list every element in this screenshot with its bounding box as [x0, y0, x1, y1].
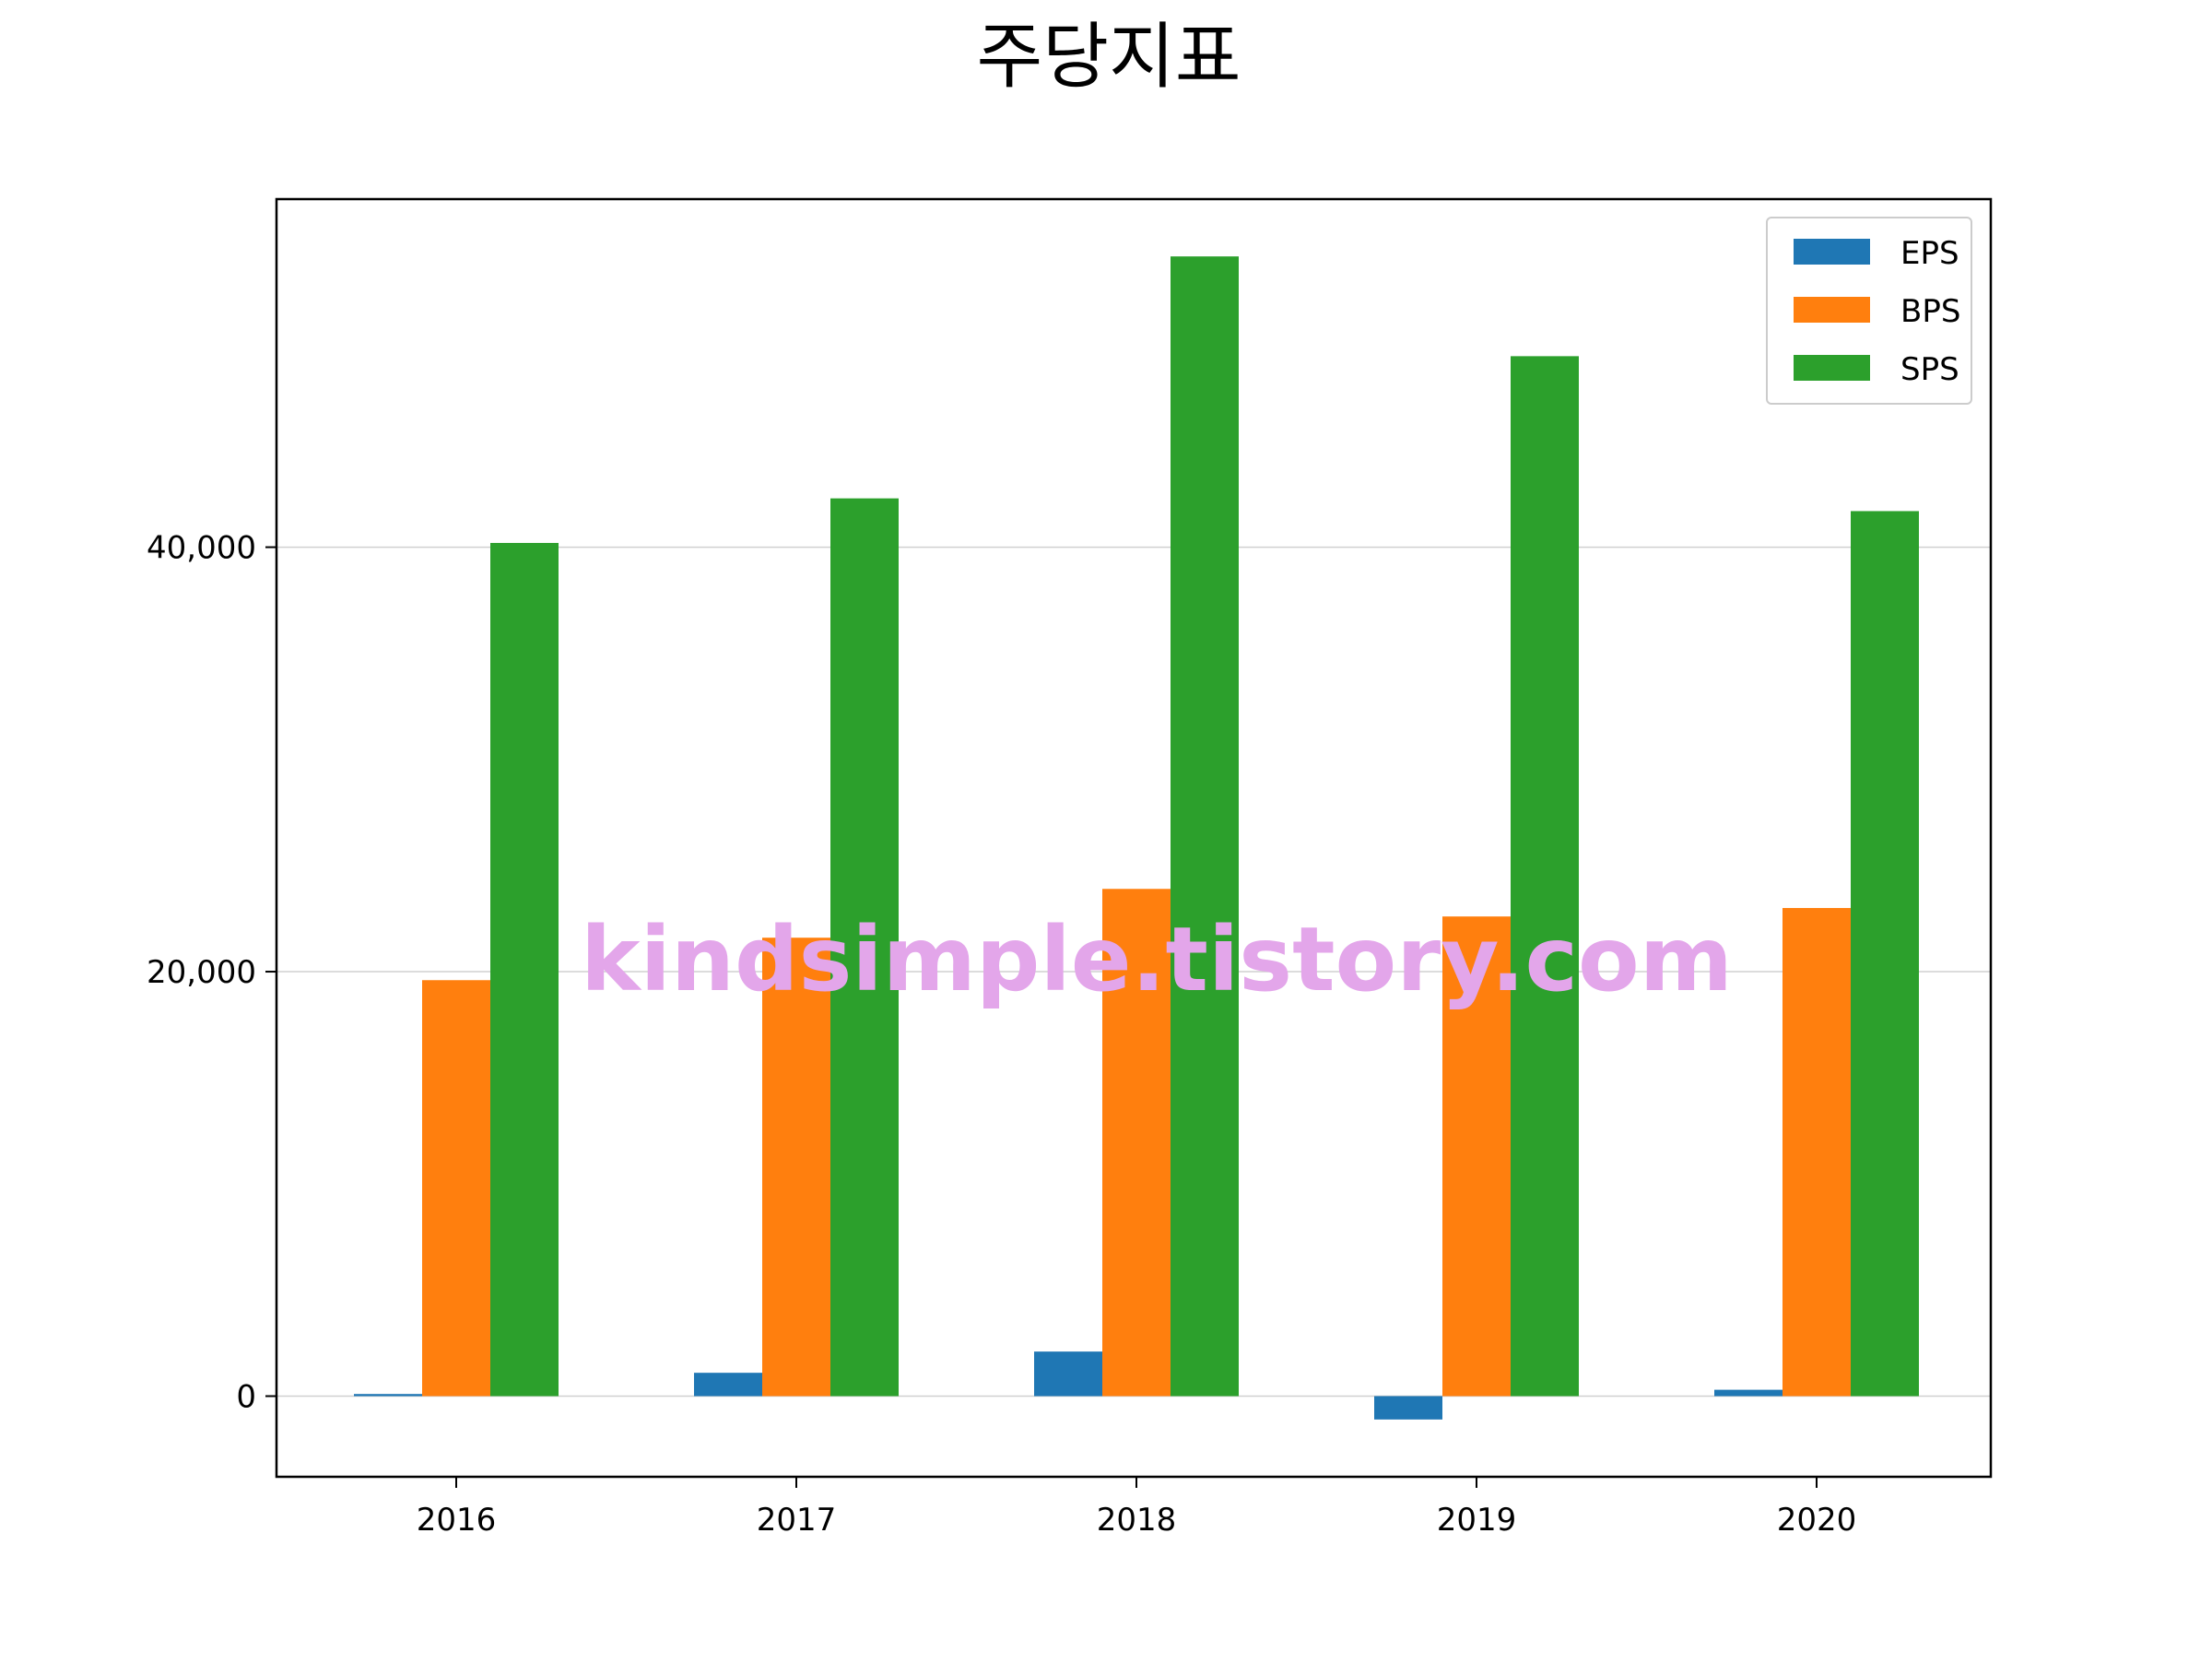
bar-bps-2017 — [762, 938, 830, 1397]
x-tick-label: 2020 — [1777, 1502, 1857, 1539]
x-axis: 2016 2017 2018 2019 2020 — [417, 1477, 1857, 1539]
bar-sps-2018 — [1171, 256, 1239, 1397]
bar-sps-2020 — [1851, 511, 1919, 1397]
bar-sps-2016 — [490, 542, 559, 1397]
bar-sps-2017 — [830, 498, 899, 1397]
bar-bps-2016 — [422, 980, 490, 1397]
legend-label-bps: BPS — [1900, 293, 1960, 330]
legend: EPS BPS SPS — [1766, 217, 1972, 405]
legend-label-sps: SPS — [1900, 351, 1959, 388]
legend-label-eps: EPS — [1900, 235, 1959, 272]
bar-bps-2018 — [1102, 889, 1171, 1397]
watermark-text: kindsimple.tistory.com — [581, 908, 1733, 1011]
legend-swatch-sps — [1794, 355, 1870, 381]
bar-eps-2020 — [1714, 1389, 1783, 1397]
y-tick-label: 0 — [236, 1379, 256, 1416]
bar-sps-2019 — [1511, 356, 1579, 1397]
bar-bps-2019 — [1442, 916, 1511, 1397]
bars — [354, 256, 1919, 1420]
x-tick-label: 2019 — [1437, 1502, 1517, 1539]
bar-eps-2016 — [354, 1394, 422, 1397]
legend-swatch-bps — [1794, 297, 1870, 323]
legend-swatch-eps — [1794, 239, 1870, 265]
bar-eps-2019 — [1374, 1396, 1442, 1420]
legend-items: EPS BPS SPS — [1794, 235, 1960, 388]
chart-title: 주당지표 — [976, 16, 1241, 99]
bar-eps-2018 — [1034, 1351, 1102, 1397]
x-tick-label: 2016 — [417, 1502, 497, 1539]
y-axis: 0 20,000 40,000 — [147, 530, 276, 1416]
y-tick-label: 40,000 — [147, 530, 256, 567]
plot-frame — [275, 197, 1993, 1479]
bar-eps-2017 — [694, 1373, 762, 1397]
x-tick-label: 2018 — [1097, 1502, 1177, 1539]
bar-bps-2020 — [1783, 907, 1851, 1397]
y-tick-label: 20,000 — [147, 954, 256, 991]
x-tick-label: 2017 — [757, 1502, 837, 1539]
